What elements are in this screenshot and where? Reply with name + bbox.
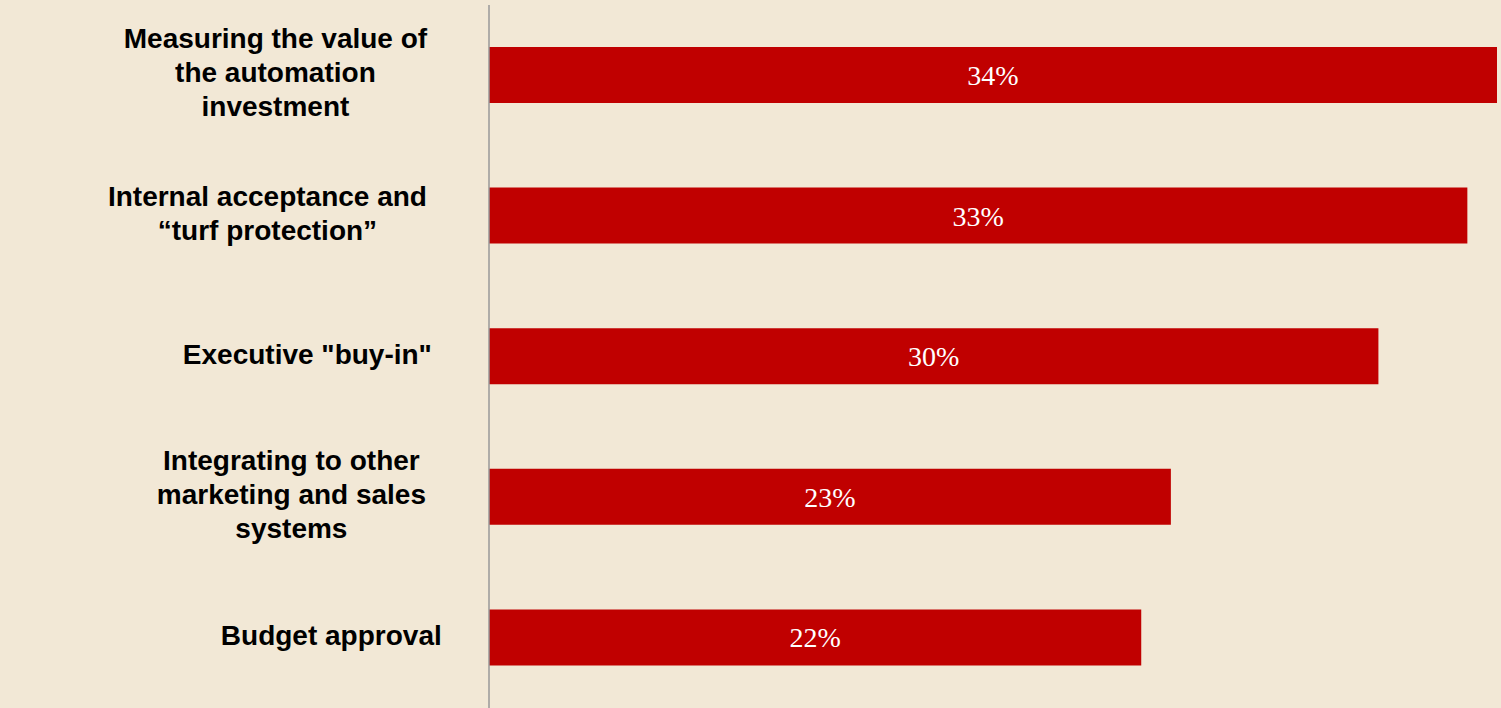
svg-text:33%: 33% — [953, 201, 1004, 232]
svg-text:Executive "buy-in": Executive "buy-in" — [183, 339, 432, 370]
svg-text:30%: 30% — [908, 341, 959, 372]
svg-text:23%: 23% — [804, 482, 855, 513]
svg-text:Integrating to othermarketing: Integrating to othermarketing and saless… — [157, 445, 426, 544]
svg-text:34%: 34% — [967, 60, 1018, 91]
svg-text:Measuring the value ofthe auto: Measuring the value ofthe automationinve… — [124, 24, 428, 123]
svg-text:Budget approval: Budget approval — [221, 620, 442, 651]
svg-text:Internal acceptance and“turf p: Internal acceptance and“turf protection” — [108, 181, 427, 246]
svg-text:22%: 22% — [789, 622, 840, 653]
